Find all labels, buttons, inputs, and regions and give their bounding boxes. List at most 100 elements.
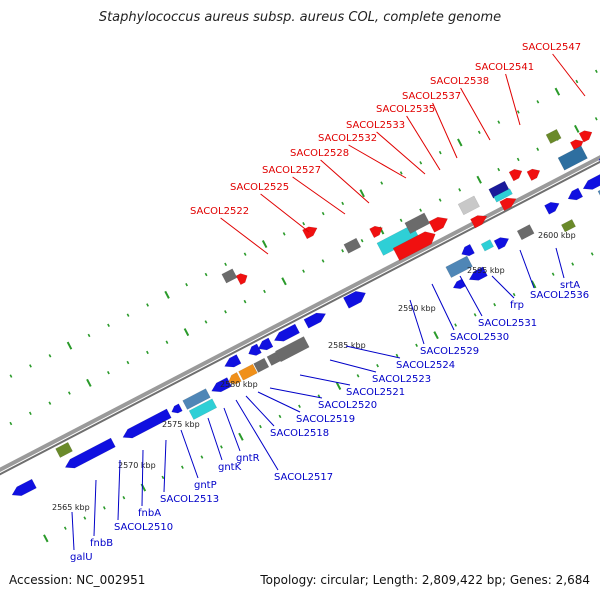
reverse-label-line <box>257 391 301 413</box>
tick-mark-outer <box>9 374 13 378</box>
tick-mark-inner <box>395 353 399 358</box>
gene-reverse-18 <box>445 255 473 279</box>
scale-label: 2570 kbp <box>118 461 156 470</box>
tick-mark-inner <box>415 343 418 348</box>
map-title: Staphylococcus aureus subsp. aureus COL,… <box>98 10 502 25</box>
tick-mark-mid <box>263 289 266 294</box>
gene-reverse-3 <box>171 403 183 414</box>
tick-mark-outer <box>554 87 561 96</box>
tick-mark-mid <box>438 198 442 202</box>
forward-label-line <box>460 87 491 141</box>
tick-mark-inner <box>590 252 594 256</box>
gene-forward-20 <box>578 130 593 143</box>
reverse-label: SACOL2510 <box>114 522 173 533</box>
reverse-label: frp <box>510 300 524 311</box>
tick-mark-inner <box>493 302 497 307</box>
tick-mark-inner <box>512 292 516 297</box>
gene-forward-11 <box>470 215 488 229</box>
gene-reverse-13 <box>248 343 262 356</box>
forward-label: SACOL2541 <box>475 62 534 73</box>
reverse-label-line <box>409 299 425 345</box>
reverse-label: SACOL2529 <box>420 346 479 357</box>
gene-forward-15 <box>508 169 523 182</box>
gene-forward-16 <box>526 168 541 181</box>
reverse-label-line <box>207 417 223 461</box>
reverse-label-line <box>223 407 241 452</box>
scale-label: 2580 kbp <box>220 380 258 389</box>
reverse-label-line <box>93 479 97 537</box>
tick-mark-outer <box>204 272 208 277</box>
gene-reverse-23 <box>493 237 510 250</box>
tick-mark-inner <box>454 323 458 327</box>
reverse-label: srtA <box>560 280 580 291</box>
reverse-label-line <box>431 283 455 331</box>
reverse-label-line <box>235 399 279 471</box>
forward-label: SACOL2528 <box>290 148 349 159</box>
tick-mark-outer <box>29 364 32 368</box>
gene-reverse-11 <box>275 336 310 363</box>
backbone-line-outer <box>0 155 600 472</box>
gene-forward-13 <box>493 188 513 203</box>
tick-mark-outer <box>399 171 403 175</box>
tick-mark-mid <box>146 350 149 355</box>
gene-reverse-12 <box>224 354 242 368</box>
tick-mark-inner <box>376 363 379 368</box>
gene-reverse-14 <box>257 337 274 351</box>
tick-mark-outer <box>48 354 52 358</box>
reverse-label: fnbA <box>138 508 161 519</box>
scale-label: 2585 kbp <box>328 341 366 350</box>
tick-mark-inner <box>200 455 204 459</box>
tick-mark-mid <box>419 208 423 212</box>
forward-label-line <box>260 193 310 233</box>
reverse-label-line <box>345 345 401 359</box>
reverse-label: SACOL2518 <box>270 428 329 439</box>
gene-reverse-28 <box>597 189 600 196</box>
tick-mark-mid <box>224 310 227 314</box>
gene-forward-4 <box>343 237 362 254</box>
gene-forward-17 <box>545 128 562 144</box>
forward-label: SACOL2533 <box>346 120 405 131</box>
tick-mark-outer <box>224 262 228 267</box>
tick-mark-outer <box>243 252 247 256</box>
gene-reverse-10 <box>266 351 281 366</box>
tick-mark-inner <box>571 262 575 266</box>
reverse-label-line <box>245 395 275 427</box>
tick-mark-outer <box>341 201 345 206</box>
gene-reverse-17 <box>343 291 367 309</box>
tick-mark-outer <box>87 333 91 338</box>
tick-mark-outer <box>380 181 384 185</box>
tick-mark-outer <box>477 130 481 135</box>
tick-mark-inner <box>220 445 223 449</box>
gene-reverse-0 <box>11 478 37 497</box>
backbone-line-inner <box>0 160 600 476</box>
gene-reverse-20 <box>468 266 488 281</box>
reverse-label-line <box>491 275 515 299</box>
gene-forward-5 <box>369 225 383 239</box>
tick-mark-outer <box>321 211 325 216</box>
reverse-label-line <box>299 374 351 386</box>
tick-mark-mid <box>302 269 305 273</box>
forward-label-line <box>320 159 370 204</box>
tick-mark-outer <box>126 313 130 317</box>
gene-reverse-8 <box>238 363 258 381</box>
gene-forward-9 <box>428 216 448 233</box>
reverse-label-line <box>555 247 565 279</box>
gene-forward-2 <box>55 441 73 458</box>
reverse-label-line <box>329 359 377 373</box>
reverse-label-line <box>117 459 121 521</box>
tick-mark-inner <box>473 313 477 317</box>
tick-mark-mid <box>497 167 501 172</box>
tick-mark-outer <box>146 303 149 307</box>
tick-mark-mid <box>399 218 403 223</box>
tick-mark-mid <box>28 411 32 416</box>
reverse-label-line <box>269 387 323 399</box>
gene-forward-21 <box>221 268 238 284</box>
forward-label: SACOL2535 <box>376 104 435 115</box>
reverse-label-line <box>71 511 75 551</box>
tick-mark-inner <box>298 404 301 408</box>
tick-mark-mid <box>321 259 325 263</box>
scale-label: 2575 kbp <box>162 420 200 429</box>
tick-mark-outer <box>261 240 268 249</box>
reverse-label-line <box>180 429 199 479</box>
gene-forward-19 <box>557 145 588 171</box>
